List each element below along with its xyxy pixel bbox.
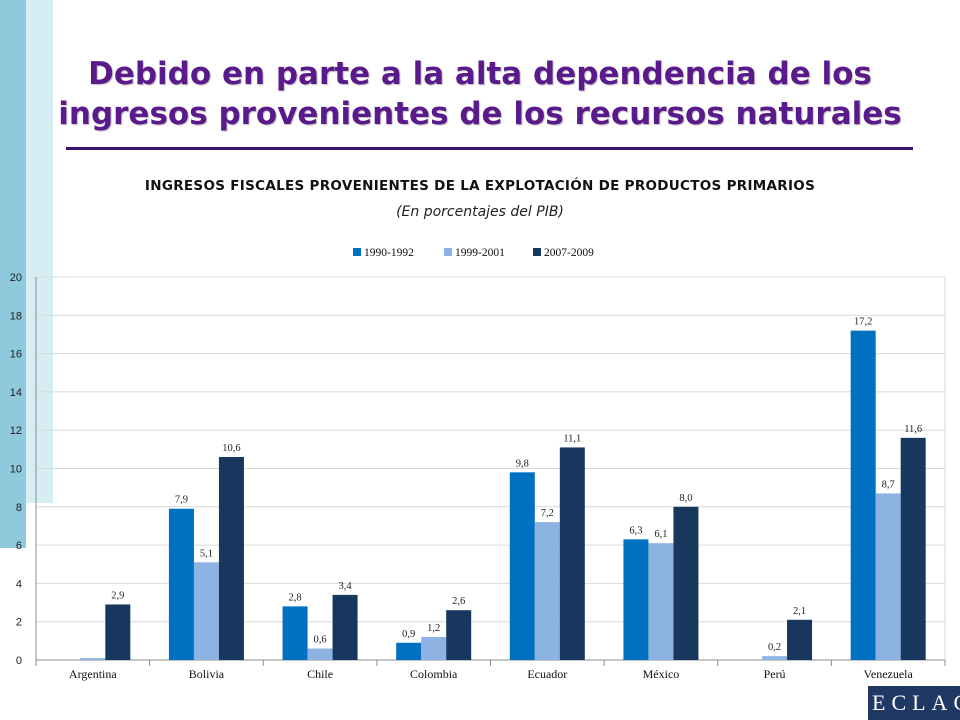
bar xyxy=(421,637,447,660)
bar xyxy=(787,619,813,660)
data-label: 0,6 xyxy=(314,635,327,646)
bar xyxy=(648,543,674,660)
y-tick-label: 18 xyxy=(10,310,22,322)
data-label: 2,1 xyxy=(793,606,806,617)
bar xyxy=(446,610,472,660)
bar xyxy=(875,493,901,660)
bar-chart: 0 2 4 6 8 10 12 14 16 18 20 Argentina Bolivia Chile Co… xyxy=(10,247,946,681)
side-accent-bar-light xyxy=(26,0,53,503)
bar xyxy=(762,656,788,660)
data-label: 2,8 xyxy=(289,592,302,603)
x-tick-label: México xyxy=(643,667,680,681)
chart-subtitle: (En porcentajes del PIB) xyxy=(396,204,564,220)
x-tick-label: Argentina xyxy=(69,667,117,681)
bar xyxy=(80,658,106,660)
data-label: 8,0 xyxy=(679,493,692,504)
x-tick-label: Bolivia xyxy=(189,667,225,681)
bar xyxy=(623,539,649,660)
side-accent-bar xyxy=(0,0,26,548)
legend-swatch xyxy=(353,248,361,256)
data-label: 7,2 xyxy=(541,508,554,519)
bar xyxy=(534,522,560,660)
bar xyxy=(509,472,535,660)
legend-swatch xyxy=(533,248,541,256)
y-tick-label: 14 xyxy=(10,387,22,399)
bar xyxy=(673,506,699,660)
bar xyxy=(307,648,333,660)
data-label: 7,9 xyxy=(175,495,188,506)
data-label: 11,6 xyxy=(904,424,922,435)
slide-title-line-2: ingresos provenientes de los recursos na… xyxy=(58,96,902,132)
bar xyxy=(105,604,131,660)
data-label: 1,2 xyxy=(427,623,440,634)
y-tick-label: 10 xyxy=(10,464,22,476)
title-underline xyxy=(66,147,913,150)
data-label: 3,4 xyxy=(339,581,353,592)
chart-title: INGRESOS FISCALES PROVENIENTES DE LA EXP… xyxy=(144,178,816,194)
logo-text: ECLAC xyxy=(872,690,960,715)
data-label: 2,9 xyxy=(111,590,124,601)
y-tick-label: 2 xyxy=(16,617,22,629)
y-tick-label: 4 xyxy=(16,578,22,590)
data-label: 10,6 xyxy=(222,443,240,454)
slide-title-line-1: Debido en parte a la alta dependencia de… xyxy=(88,56,872,92)
legend-label: 1999-2001 xyxy=(455,247,505,259)
x-tick-label: Ecuador xyxy=(527,667,567,681)
x-tick-label: Venezuela xyxy=(864,667,914,681)
bar xyxy=(218,457,244,660)
bar xyxy=(850,330,876,660)
eclac-logo: ECLAC xyxy=(868,686,960,720)
bar xyxy=(168,508,194,660)
data-label: 6,1 xyxy=(654,529,667,540)
bar xyxy=(396,642,422,660)
data-label: 17,2 xyxy=(854,317,872,328)
data-label: 6,3 xyxy=(629,525,642,536)
data-label: 8,7 xyxy=(882,479,895,490)
legend-label: 1990-1992 xyxy=(364,247,414,259)
y-tick-label: 0 xyxy=(16,655,22,667)
y-tick-label: 8 xyxy=(16,502,22,514)
y-tick-label: 16 xyxy=(10,349,22,361)
y-tick-label: 12 xyxy=(10,425,22,437)
y-tick-label: 20 xyxy=(10,272,22,284)
bar xyxy=(282,606,308,660)
data-label: 9,8 xyxy=(516,458,529,469)
bar xyxy=(900,437,926,660)
y-tick-label: 6 xyxy=(16,540,22,552)
legend-label: 2007-2009 xyxy=(544,247,594,259)
bar xyxy=(559,447,585,660)
slide-title: Debido en parte a la alta dependencia de… xyxy=(40,54,920,134)
bar xyxy=(332,594,358,660)
x-tick-label: Perú xyxy=(764,667,786,681)
data-label: 0,9 xyxy=(402,629,415,640)
legend-swatch xyxy=(444,248,452,256)
x-tick-label: Colombia xyxy=(410,667,458,681)
data-label: 2,6 xyxy=(452,596,465,607)
data-label: 5,1 xyxy=(200,548,213,559)
x-tick-label: Chile xyxy=(307,667,333,681)
bar xyxy=(193,562,219,660)
data-label: 11,1 xyxy=(563,433,581,444)
data-label: 0,2 xyxy=(768,642,781,653)
